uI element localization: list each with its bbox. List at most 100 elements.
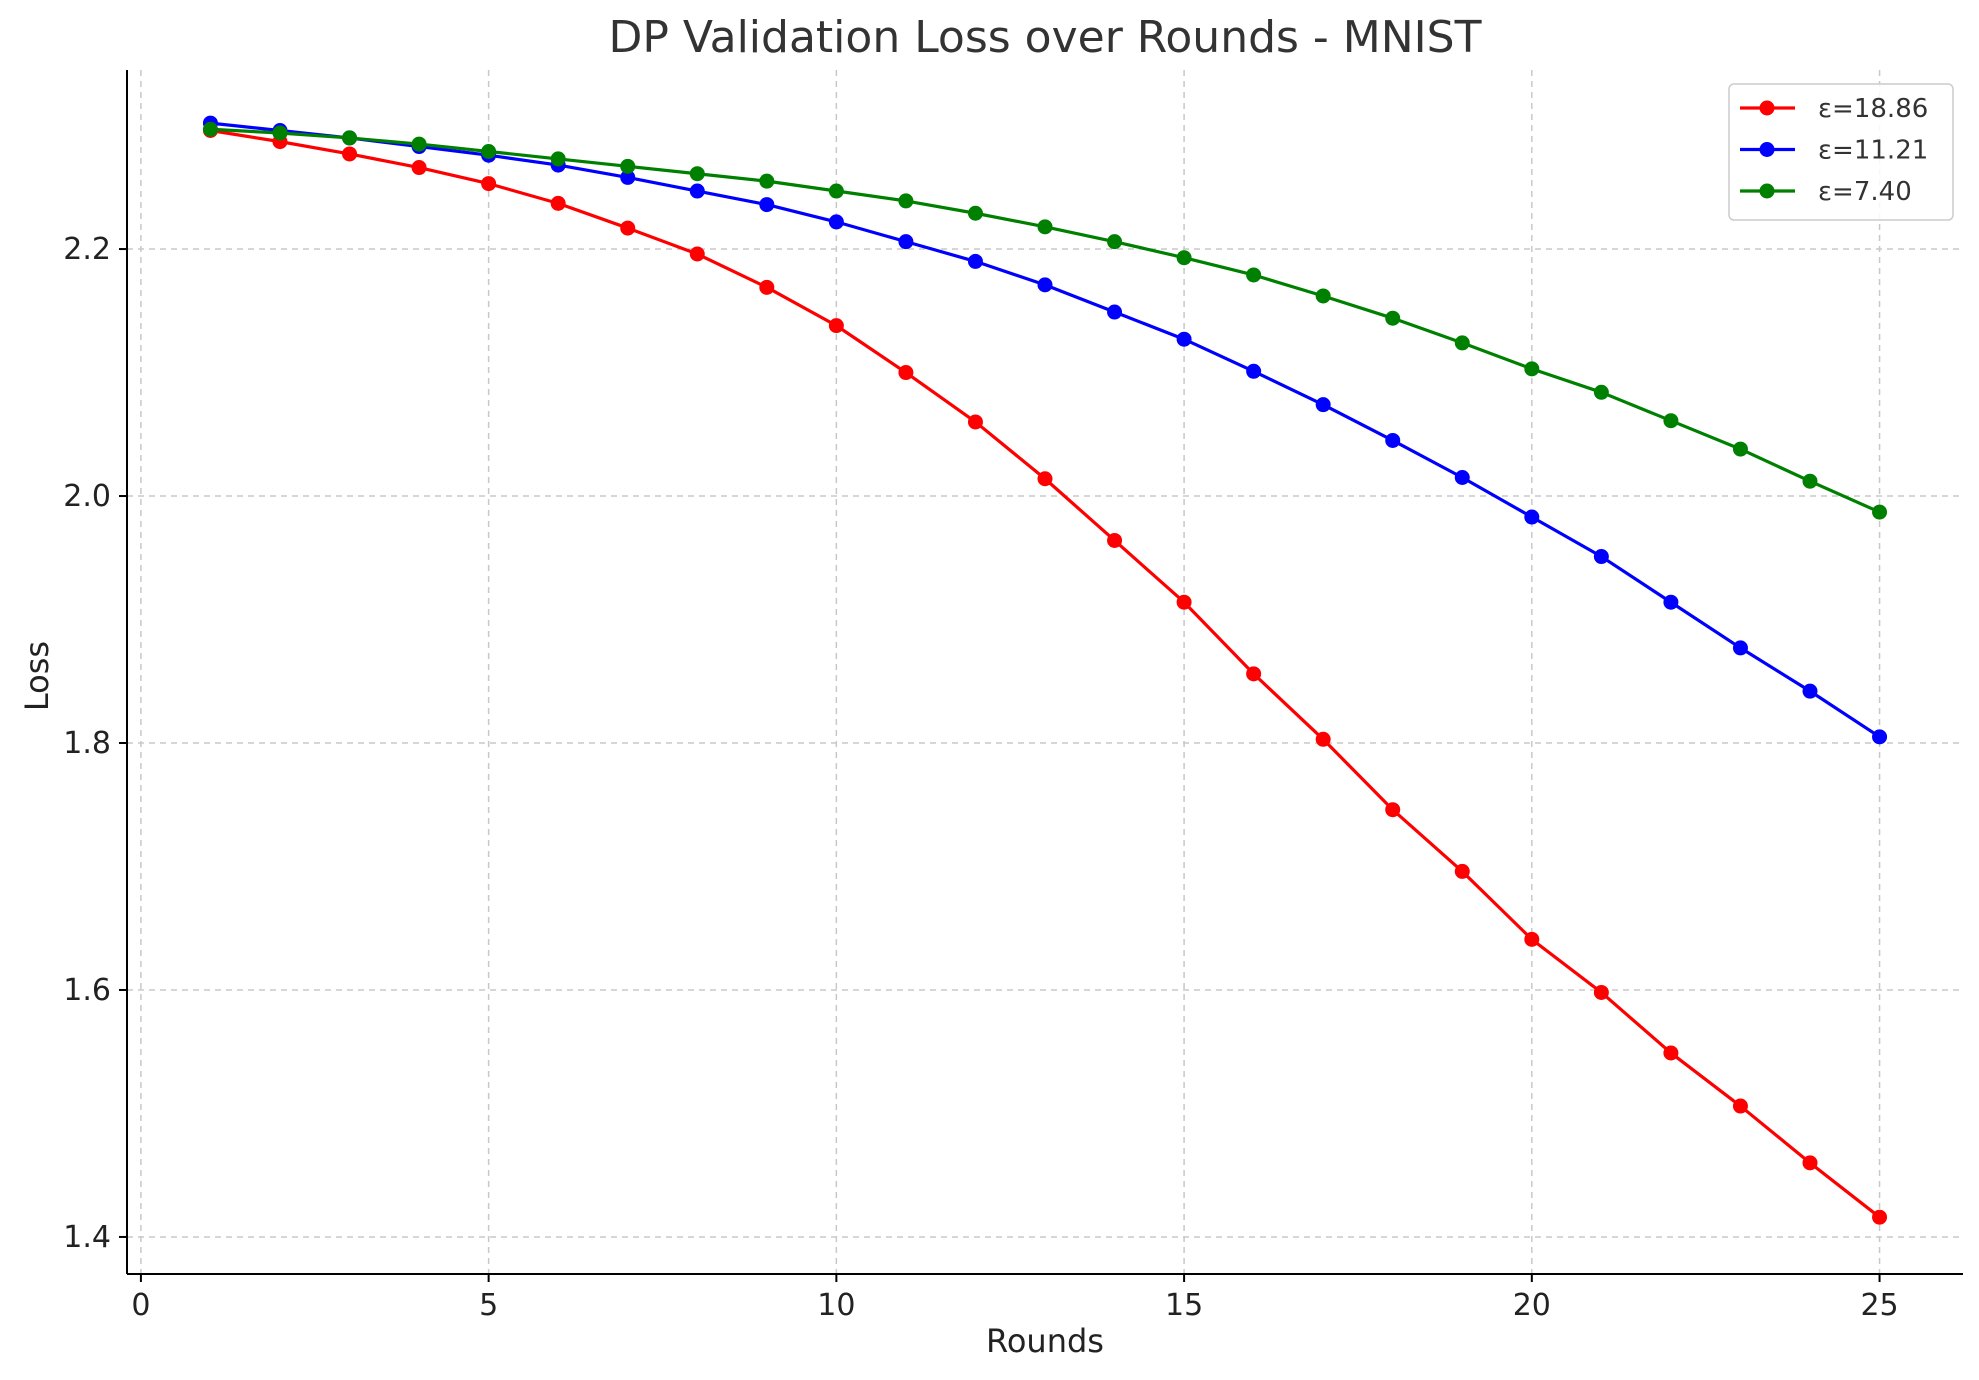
data-point <box>202 121 218 137</box>
data-point <box>689 166 705 182</box>
data-point <box>481 144 497 160</box>
series-line <box>210 128 1881 1219</box>
data-point <box>620 158 636 174</box>
series-line <box>210 127 1881 514</box>
data-point <box>342 130 358 146</box>
data-point <box>1385 432 1401 448</box>
data-point <box>967 205 983 221</box>
legend-label: ε=11.21 <box>1818 136 1928 166</box>
series-group <box>202 115 1888 1225</box>
legend-item: ε=18.86 <box>1740 94 1928 124</box>
x-tick-label: 5 <box>479 1288 498 1323</box>
y-tick-label: 1.4 <box>63 1220 111 1255</box>
legend-swatch-marker <box>1759 100 1775 116</box>
legend-item: ε=11.21 <box>1740 136 1928 166</box>
data-point <box>1593 549 1609 565</box>
x-tick-label: 10 <box>817 1288 855 1323</box>
y-axis-label: Loss <box>18 641 56 711</box>
data-point <box>1524 361 1540 377</box>
legend: ε=18.86 ε=11.21 ε=7.40 <box>1728 83 1954 221</box>
data-point <box>1315 288 1331 304</box>
x-tick-label: 0 <box>131 1288 150 1323</box>
data-point <box>1385 310 1401 326</box>
data-point <box>689 246 705 262</box>
data-point <box>967 253 983 269</box>
data-point <box>1663 413 1679 429</box>
grid <box>127 70 1963 1274</box>
data-point <box>1524 931 1540 947</box>
data-point <box>1802 683 1818 699</box>
data-point <box>1732 441 1748 457</box>
data-point <box>1176 250 1192 266</box>
data-point <box>828 214 844 230</box>
data-point <box>898 193 914 209</box>
data-point <box>1385 802 1401 818</box>
series-3 <box>202 121 1888 520</box>
data-point <box>967 414 983 430</box>
ticks: 0 5 10 15 20 25 1.4 1.6 1.8 2.0 2.2 <box>63 232 1898 1323</box>
data-point <box>1872 729 1888 745</box>
data-point <box>898 234 914 250</box>
data-point <box>828 318 844 334</box>
axes <box>126 70 1963 1275</box>
data-point <box>342 146 358 162</box>
data-point <box>411 160 427 176</box>
legend-frame <box>1728 83 1954 221</box>
data-point <box>1315 397 1331 413</box>
legend-swatch-marker <box>1759 183 1775 199</box>
data-point <box>1246 267 1262 283</box>
data-point <box>411 136 427 152</box>
data-point <box>1107 304 1123 320</box>
data-point <box>1107 532 1123 548</box>
data-point <box>1315 731 1331 747</box>
data-point <box>272 125 288 141</box>
series-2 <box>202 115 1888 745</box>
y-tick-label: 2.2 <box>63 232 111 267</box>
data-point <box>1732 1098 1748 1114</box>
x-tick-label: 25 <box>1860 1288 1898 1323</box>
data-point <box>1454 470 1470 486</box>
data-point <box>1732 640 1748 656</box>
data-point <box>689 183 705 199</box>
legend-label: ε=7.40 <box>1818 177 1912 207</box>
legend-label: ε=18.86 <box>1818 94 1928 124</box>
data-point <box>1872 1209 1888 1225</box>
series-line <box>210 121 1881 739</box>
data-point <box>620 169 636 185</box>
data-point <box>1802 473 1818 489</box>
data-point <box>1246 666 1262 682</box>
y-tick-label: 1.6 <box>63 973 111 1008</box>
data-point <box>1107 234 1123 250</box>
data-point <box>898 365 914 381</box>
x-tick-label: 20 <box>1513 1288 1551 1323</box>
data-point <box>1176 331 1192 347</box>
y-tick-label: 2.0 <box>63 479 111 514</box>
data-point <box>828 183 844 199</box>
data-point <box>550 195 566 211</box>
chart-title: DP Validation Loss over Rounds - MNIST <box>609 12 1482 63</box>
y-tick-label: 1.8 <box>63 726 111 761</box>
data-point <box>481 176 497 192</box>
data-point <box>1037 471 1053 487</box>
data-point <box>620 220 636 236</box>
data-point <box>1246 363 1262 379</box>
data-point <box>759 279 775 295</box>
data-point <box>1872 504 1888 520</box>
data-point <box>1176 594 1192 610</box>
data-point <box>759 197 775 213</box>
x-tick-label: 15 <box>1165 1288 1203 1323</box>
data-point <box>1037 219 1053 235</box>
data-point <box>1593 984 1609 1000</box>
data-point <box>1524 509 1540 525</box>
legend-item: ε=7.40 <box>1740 177 1912 207</box>
data-point <box>759 173 775 189</box>
data-point <box>1663 1045 1679 1061</box>
legend-swatch-marker <box>1759 142 1775 157</box>
data-point <box>1802 1155 1818 1171</box>
data-point <box>1593 384 1609 400</box>
data-point <box>550 151 566 167</box>
data-point <box>1454 863 1470 879</box>
data-point <box>1037 277 1053 293</box>
x-axis-label: Rounds <box>986 1322 1104 1360</box>
